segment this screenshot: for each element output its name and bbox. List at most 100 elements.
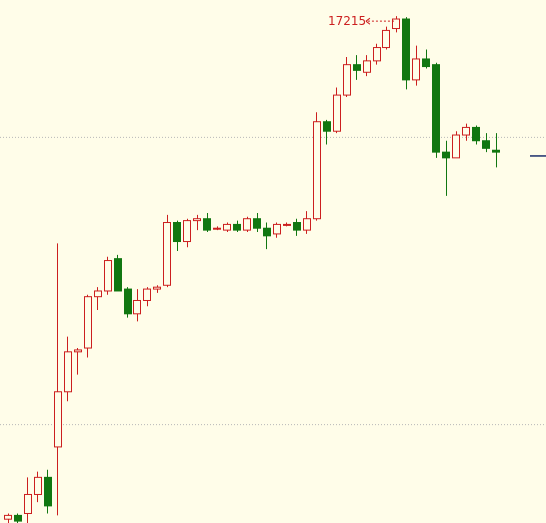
candle-body-up	[163, 222, 171, 286]
candle-19	[193, 214, 201, 231]
high-price-label: 17215	[328, 14, 366, 28]
candle-body-up	[4, 514, 12, 520]
candle-42	[422, 49, 430, 69]
candle-43	[432, 62, 440, 158]
candle-body-up	[94, 290, 102, 298]
candle-40	[402, 17, 410, 90]
candle-41	[412, 45, 420, 86]
candle-body-up	[223, 223, 231, 231]
candle-body-down	[353, 64, 361, 71]
candle-body-up	[34, 476, 42, 495]
candle-31	[313, 112, 321, 221]
candle-body-down	[203, 218, 211, 231]
candle-37	[373, 43, 381, 65]
candle-46	[462, 123, 470, 141]
candle-1	[14, 513, 22, 523]
candle-6	[64, 336, 72, 402]
candle-body-down	[432, 64, 440, 153]
candle-body-down	[233, 223, 241, 231]
candle-body-up	[462, 126, 470, 136]
candle-body-up	[193, 218, 201, 222]
candle-body-up	[143, 288, 151, 301]
candle-20	[203, 213, 211, 233]
candle-body-down	[253, 218, 261, 229]
candle-body-up	[213, 227, 221, 230]
candles	[4, 16, 500, 523]
candle-body-up	[74, 349, 82, 353]
candle-body-up	[64, 351, 72, 393]
candle-body-down	[173, 222, 181, 243]
candle-24	[243, 216, 251, 233]
candle-body-down	[402, 18, 410, 81]
candle-28	[283, 222, 291, 227]
candle-25	[253, 213, 261, 233]
candle-body-down	[124, 288, 132, 315]
candle-body-down	[472, 126, 480, 142]
candle-body-up	[382, 29, 390, 49]
candle-body-down	[44, 476, 52, 507]
candle-10	[104, 256, 112, 295]
candle-body-up	[153, 286, 161, 290]
candle-body-up	[333, 94, 341, 132]
candle-27	[273, 222, 281, 238]
candle-34	[343, 57, 351, 97]
candle-body-down	[482, 140, 490, 149]
candle-13	[133, 289, 141, 322]
candle-11	[114, 254, 122, 292]
candle-body-up	[313, 121, 321, 220]
candle-15	[153, 285, 161, 293]
candle-body-up	[133, 299, 141, 315]
candle-body-up	[373, 47, 381, 62]
candle-39	[392, 16, 400, 33]
candle-body-up	[343, 64, 351, 96]
candle-23	[233, 220, 241, 233]
candle-21	[213, 226, 221, 231]
candle-body-up	[183, 220, 191, 243]
candle-3	[34, 471, 42, 503]
candle-body-down	[263, 227, 271, 237]
candle-body-up	[243, 218, 251, 231]
high-price-arrowhead	[365, 17, 371, 25]
candle-44	[442, 140, 450, 196]
candle-body-up	[283, 223, 291, 226]
candle-body-up	[392, 18, 400, 30]
candle-38	[382, 26, 390, 50]
candle-2	[24, 477, 32, 523]
candle-0	[4, 513, 12, 523]
candle-5	[54, 243, 62, 516]
candle-body-down	[492, 149, 500, 153]
candle-30	[303, 211, 311, 234]
candle-body-up	[54, 391, 62, 448]
grid-lines	[0, 136, 546, 426]
candle-body-up	[24, 493, 32, 514]
candle-body-down	[114, 258, 122, 292]
candle-14	[143, 287, 151, 307]
candle-12	[124, 287, 132, 318]
candle-26	[263, 222, 271, 250]
candle-body-up	[84, 296, 92, 349]
candle-22	[223, 222, 231, 233]
annotations: 17215	[328, 14, 546, 157]
candle-29	[293, 218, 301, 236]
candle-32	[323, 119, 331, 145]
candle-4	[44, 469, 52, 514]
candle-body-up	[303, 218, 311, 231]
candle-49	[492, 133, 500, 168]
candle-8	[84, 294, 92, 358]
candle-35	[353, 55, 361, 80]
candle-7	[74, 348, 82, 375]
candle-33	[333, 87, 341, 134]
candle-body-up	[363, 60, 371, 73]
candle-body-up	[412, 58, 420, 81]
candle-body-down	[14, 514, 22, 522]
candle-body-down	[323, 121, 331, 132]
candle-body-up	[452, 134, 460, 159]
candle-48	[482, 133, 490, 153]
candle-body-down	[293, 222, 301, 231]
candle-9	[94, 287, 102, 310]
candle-body-down	[422, 58, 430, 68]
candle-45	[452, 131, 460, 159]
candle-16	[163, 214, 171, 288]
